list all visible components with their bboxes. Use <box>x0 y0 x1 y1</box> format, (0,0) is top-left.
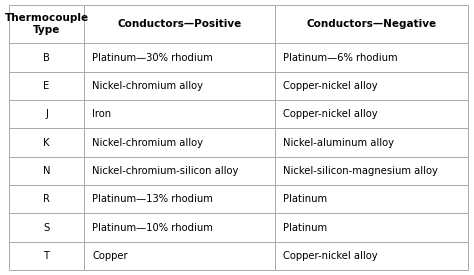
Bar <box>9 128 84 157</box>
Bar <box>84 157 275 185</box>
Bar <box>9 213 84 242</box>
Text: Iron: Iron <box>92 109 111 119</box>
Bar <box>9 100 84 128</box>
Text: Platinum—6% rhodium: Platinum—6% rhodium <box>283 53 398 62</box>
Text: Conductors—Positive: Conductors—Positive <box>118 19 242 29</box>
Text: Conductors—Negative: Conductors—Negative <box>307 19 437 29</box>
Text: Nickel-silicon-magnesium alloy: Nickel-silicon-magnesium alloy <box>283 166 438 176</box>
Text: Nickel-aluminum alloy: Nickel-aluminum alloy <box>283 138 394 148</box>
Text: Thermocouple
Type: Thermocouple Type <box>4 13 89 35</box>
Bar <box>84 100 275 128</box>
Bar <box>84 43 275 72</box>
Bar <box>275 185 468 213</box>
Bar <box>9 185 84 213</box>
Bar <box>84 242 275 270</box>
Bar <box>275 5 468 43</box>
Bar <box>84 185 275 213</box>
Text: Platinum: Platinum <box>283 222 327 233</box>
Text: S: S <box>43 222 50 233</box>
Text: B: B <box>43 53 50 62</box>
Text: T: T <box>44 251 49 261</box>
Bar <box>275 43 468 72</box>
Bar <box>9 242 84 270</box>
Bar <box>9 43 84 72</box>
Text: Platinum—30% rhodium: Platinum—30% rhodium <box>92 53 213 62</box>
Bar <box>84 5 275 43</box>
Bar <box>9 72 84 100</box>
Bar <box>84 72 275 100</box>
Text: J: J <box>45 109 48 119</box>
Bar <box>275 213 468 242</box>
Bar <box>84 213 275 242</box>
Text: Platinum—13% rhodium: Platinum—13% rhodium <box>92 194 213 204</box>
Bar <box>84 128 275 157</box>
Bar <box>275 72 468 100</box>
Text: Copper: Copper <box>92 251 128 261</box>
Text: Platinum—10% rhodium: Platinum—10% rhodium <box>92 222 213 233</box>
Text: Platinum: Platinum <box>283 194 327 204</box>
Text: K: K <box>43 138 50 148</box>
Text: Copper-nickel alloy: Copper-nickel alloy <box>283 109 378 119</box>
Text: Nickel-chromium alloy: Nickel-chromium alloy <box>92 81 203 91</box>
Text: E: E <box>43 81 50 91</box>
Text: N: N <box>43 166 50 176</box>
Text: Copper-nickel alloy: Copper-nickel alloy <box>283 81 378 91</box>
Bar <box>9 157 84 185</box>
Text: Nickel-chromium-silicon alloy: Nickel-chromium-silicon alloy <box>92 166 238 176</box>
Bar <box>275 100 468 128</box>
Text: Copper-nickel alloy: Copper-nickel alloy <box>283 251 378 261</box>
Text: Nickel-chromium alloy: Nickel-chromium alloy <box>92 138 203 148</box>
Text: R: R <box>43 194 50 204</box>
Bar <box>9 5 84 43</box>
Bar <box>275 128 468 157</box>
Bar <box>275 157 468 185</box>
Bar <box>275 242 468 270</box>
